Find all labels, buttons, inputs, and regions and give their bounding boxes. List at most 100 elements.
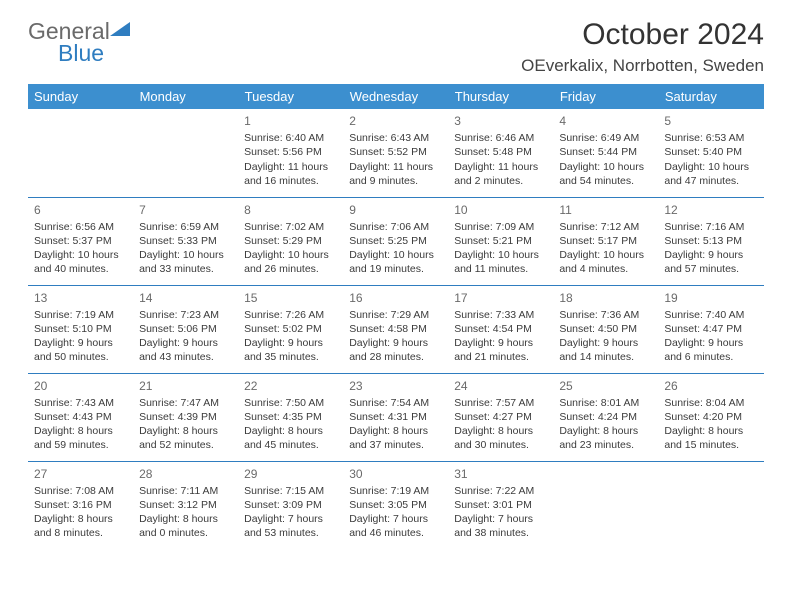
day-number: 5: [664, 113, 757, 129]
calendar-day-cell: 23Sunrise: 7:54 AMSunset: 4:31 PMDayligh…: [343, 373, 448, 461]
daylight-line: Daylight: 7 hours and 38 minutes.: [454, 512, 547, 540]
sunrise-line: Sunrise: 7:54 AM: [349, 396, 442, 410]
daylight-line: Daylight: 8 hours and 23 minutes.: [559, 424, 652, 452]
day-number: 30: [349, 466, 442, 482]
sunset-line: Sunset: 3:12 PM: [139, 498, 232, 512]
calendar-body: 1Sunrise: 6:40 AMSunset: 5:56 PMDaylight…: [28, 109, 764, 549]
calendar-day-cell: 21Sunrise: 7:47 AMSunset: 4:39 PMDayligh…: [133, 373, 238, 461]
sunrise-line: Sunrise: 6:59 AM: [139, 220, 232, 234]
calendar-day-cell: 17Sunrise: 7:33 AMSunset: 4:54 PMDayligh…: [448, 285, 553, 373]
daylight-line: Daylight: 10 hours and 40 minutes.: [34, 248, 127, 276]
day-number: 9: [349, 202, 442, 218]
day-number: 2: [349, 113, 442, 129]
day-number: 3: [454, 113, 547, 129]
calendar-day-cell: [133, 109, 238, 197]
sunset-line: Sunset: 5:25 PM: [349, 234, 442, 248]
sunset-line: Sunset: 3:01 PM: [454, 498, 547, 512]
sunset-line: Sunset: 5:10 PM: [34, 322, 127, 336]
sunrise-line: Sunrise: 7:23 AM: [139, 308, 232, 322]
calendar-day-cell: 12Sunrise: 7:16 AMSunset: 5:13 PMDayligh…: [658, 197, 763, 285]
weekday-header: Saturday: [658, 84, 763, 109]
calendar-day-cell: [553, 461, 658, 549]
calendar-day-cell: 24Sunrise: 7:57 AMSunset: 4:27 PMDayligh…: [448, 373, 553, 461]
sunset-line: Sunset: 4:58 PM: [349, 322, 442, 336]
sunrise-line: Sunrise: 6:56 AM: [34, 220, 127, 234]
daylight-line: Daylight: 8 hours and 59 minutes.: [34, 424, 127, 452]
sunrise-line: Sunrise: 8:01 AM: [559, 396, 652, 410]
sunrise-line: Sunrise: 7:19 AM: [349, 484, 442, 498]
day-number: 13: [34, 290, 127, 306]
calendar-day-cell: 5Sunrise: 6:53 AMSunset: 5:40 PMDaylight…: [658, 109, 763, 197]
weekday-header-row: SundayMondayTuesdayWednesdayThursdayFrid…: [28, 84, 764, 109]
daylight-line: Daylight: 11 hours and 9 minutes.: [349, 160, 442, 188]
day-number: 4: [559, 113, 652, 129]
day-number: 14: [139, 290, 232, 306]
calendar-day-cell: 16Sunrise: 7:29 AMSunset: 4:58 PMDayligh…: [343, 285, 448, 373]
calendar-day-cell: 14Sunrise: 7:23 AMSunset: 5:06 PMDayligh…: [133, 285, 238, 373]
sunset-line: Sunset: 4:31 PM: [349, 410, 442, 424]
daylight-line: Daylight: 8 hours and 8 minutes.: [34, 512, 127, 540]
day-number: 8: [244, 202, 337, 218]
daylight-line: Daylight: 11 hours and 2 minutes.: [454, 160, 547, 188]
calendar-day-cell: 22Sunrise: 7:50 AMSunset: 4:35 PMDayligh…: [238, 373, 343, 461]
calendar-day-cell: 19Sunrise: 7:40 AMSunset: 4:47 PMDayligh…: [658, 285, 763, 373]
day-number: 17: [454, 290, 547, 306]
sunrise-line: Sunrise: 7:29 AM: [349, 308, 442, 322]
daylight-line: Daylight: 9 hours and 21 minutes.: [454, 336, 547, 364]
daylight-line: Daylight: 8 hours and 15 minutes.: [664, 424, 757, 452]
daylight-line: Daylight: 11 hours and 16 minutes.: [244, 160, 337, 188]
sunrise-line: Sunrise: 6:43 AM: [349, 131, 442, 145]
daylight-line: Daylight: 10 hours and 54 minutes.: [559, 160, 652, 188]
calendar-day-cell: 13Sunrise: 7:19 AMSunset: 5:10 PMDayligh…: [28, 285, 133, 373]
day-number: 7: [139, 202, 232, 218]
daylight-line: Daylight: 10 hours and 47 minutes.: [664, 160, 757, 188]
sunset-line: Sunset: 5:37 PM: [34, 234, 127, 248]
sunset-line: Sunset: 5:40 PM: [664, 145, 757, 159]
daylight-line: Daylight: 9 hours and 57 minutes.: [664, 248, 757, 276]
weekday-header: Wednesday: [343, 84, 448, 109]
calendar-day-cell: 6 Sunrise: 6:56 AMSunset: 5:37 PMDaylight…: [28, 197, 133, 285]
sunrise-line: Sunrise: 6:49 AM: [559, 131, 652, 145]
daylight-line: Daylight: 8 hours and 45 minutes.: [244, 424, 337, 452]
sunset-line: Sunset: 4:50 PM: [559, 322, 652, 336]
sunset-line: Sunset: 4:35 PM: [244, 410, 337, 424]
month-title: October 2024: [521, 18, 764, 52]
sunset-line: Sunset: 5:13 PM: [664, 234, 757, 248]
daylight-line: Daylight: 10 hours and 19 minutes.: [349, 248, 442, 276]
day-number: 1: [244, 113, 337, 129]
daylight-line: Daylight: 9 hours and 14 minutes.: [559, 336, 652, 364]
day-number: 6: [34, 202, 127, 218]
day-number: 25: [559, 378, 652, 394]
daylight-line: Daylight: 10 hours and 4 minutes.: [559, 248, 652, 276]
daylight-line: Daylight: 8 hours and 37 minutes.: [349, 424, 442, 452]
daylight-line: Daylight: 8 hours and 30 minutes.: [454, 424, 547, 452]
calendar-day-cell: 31Sunrise: 7:22 AMSunset: 3:01 PMDayligh…: [448, 461, 553, 549]
calendar-day-cell: 9Sunrise: 7:06 AMSunset: 5:25 PMDaylight…: [343, 197, 448, 285]
sunrise-line: Sunrise: 7:36 AM: [559, 308, 652, 322]
calendar-day-cell: 11Sunrise: 7:12 AMSunset: 5:17 PMDayligh…: [553, 197, 658, 285]
calendar-day-cell: 18Sunrise: 7:36 AMSunset: 4:50 PMDayligh…: [553, 285, 658, 373]
calendar-day-cell: [28, 109, 133, 197]
calendar-week-row: 6Sunrise: 6:56 AMSunset: 5:37 PMDaylight…: [28, 197, 764, 285]
calendar-week-row: 27Sunrise: 7:08 AMSunset: 3:16 PMDayligh…: [28, 461, 764, 549]
calendar-day-cell: 8Sunrise: 7:02 AMSunset: 5:29 PMDaylight…: [238, 197, 343, 285]
weekday-header: Monday: [133, 84, 238, 109]
sunset-line: Sunset: 5:17 PM: [559, 234, 652, 248]
calendar-week-row: 20Sunrise: 7:43 AMSunset: 4:43 PMDayligh…: [28, 373, 764, 461]
weekday-header: Tuesday: [238, 84, 343, 109]
sunset-line: Sunset: 4:43 PM: [34, 410, 127, 424]
sunset-line: Sunset: 4:24 PM: [559, 410, 652, 424]
sunrise-line: Sunrise: 7:12 AM: [559, 220, 652, 234]
day-number: 26: [664, 378, 757, 394]
day-number: 15: [244, 290, 337, 306]
sunrise-line: Sunrise: 7:33 AM: [454, 308, 547, 322]
sunrise-line: Sunrise: 7:02 AM: [244, 220, 337, 234]
daylight-line: Daylight: 9 hours and 43 minutes.: [139, 336, 232, 364]
sunset-line: Sunset: 5:33 PM: [139, 234, 232, 248]
day-number: 19: [664, 290, 757, 306]
day-number: 12: [664, 202, 757, 218]
weekday-header: Friday: [553, 84, 658, 109]
day-number: 28: [139, 466, 232, 482]
logo-text-blue: Blue: [58, 40, 104, 67]
title-block: October 2024 OEverkalix, Norrbotten, Swe…: [521, 18, 764, 76]
